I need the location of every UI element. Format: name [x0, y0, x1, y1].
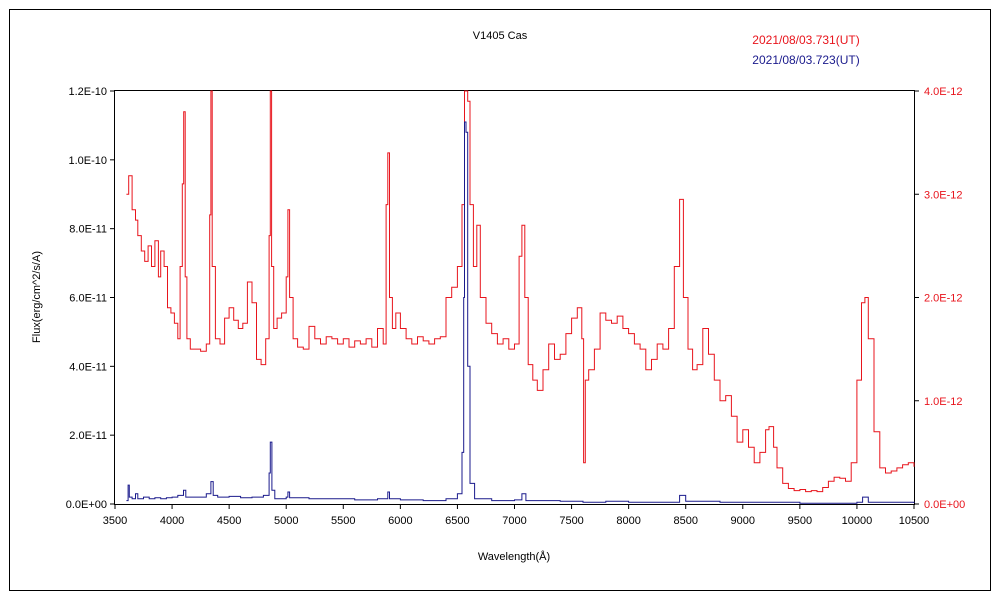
- y-left-tick-label: 1.0E-10: [68, 155, 107, 167]
- x-tick-label: 10500: [899, 515, 930, 527]
- x-tick-label: 4500: [217, 515, 241, 527]
- chart-frame: [9, 9, 991, 591]
- x-tick-label: 5500: [331, 515, 355, 527]
- x-tick-label: 4000: [160, 515, 184, 527]
- y-left-tick-label: 8.0E-11: [69, 224, 107, 236]
- legend-entry-series-1: 2021/08/03.731(UT): [752, 33, 859, 47]
- x-tick-label: 7000: [502, 515, 526, 527]
- x-tick-label: 5000: [274, 515, 298, 527]
- x-axis: 3500 4000 4500 5000 5500 6000 6500 7000 7500 8000…: [103, 504, 930, 527]
- x-tick-label: 6500: [445, 515, 469, 527]
- y-right-tick-label: 3.0E-12: [924, 189, 963, 201]
- y-axis-left: 0.0E+00 2.0E-11 4.0E-11 6.0E-11 8.0E-11 1.0E-…: [66, 86, 115, 511]
- series-line-2: [126, 121, 915, 504]
- legend-entry-series-2: 2021/08/03.723(UT): [752, 53, 859, 67]
- legend: 2021/08/03.731(UT) 2021/08/03.723(UT): [752, 33, 859, 67]
- y-left-tick-label: 6.0E-11: [69, 293, 107, 305]
- y-left-tick-label: 4.0E-11: [69, 361, 107, 373]
- series-line-1: [126, 90, 915, 493]
- x-tick-label: 7500: [559, 515, 583, 527]
- x-tick-label: 10000: [842, 515, 873, 527]
- series-layer: [126, 90, 915, 504]
- x-tick-label: 9500: [788, 515, 812, 527]
- chart-title: V1405 Cas: [473, 30, 528, 42]
- y-left-tick-label: 0.0E+00: [66, 499, 107, 511]
- y-axis-right: 0.0E+00 1.0E-12 2.0E-12 3.0E-12 4.0E-12: [914, 86, 965, 511]
- x-tick-label: 3500: [103, 515, 127, 527]
- x-tick-label: 6000: [388, 515, 412, 527]
- y-left-tick-label: 2.0E-11: [69, 430, 107, 442]
- y-right-tick-label: 0.0E+00: [924, 499, 965, 511]
- y-right-tick-label: 4.0E-12: [924, 86, 963, 98]
- x-tick-label: 8500: [673, 515, 697, 527]
- x-tick-label: 9000: [731, 515, 755, 527]
- y-right-tick-label: 1.0E-12: [924, 396, 963, 408]
- y-right-tick-label: 2.0E-12: [924, 293, 963, 305]
- x-tick-label: 8000: [616, 515, 640, 527]
- x-axis-title: Wavelength(Å): [478, 550, 550, 563]
- y-left-tick-label: 1.2E-10: [68, 86, 107, 98]
- y-axis-title: Flux(erg/cm^2/s/A): [31, 251, 43, 343]
